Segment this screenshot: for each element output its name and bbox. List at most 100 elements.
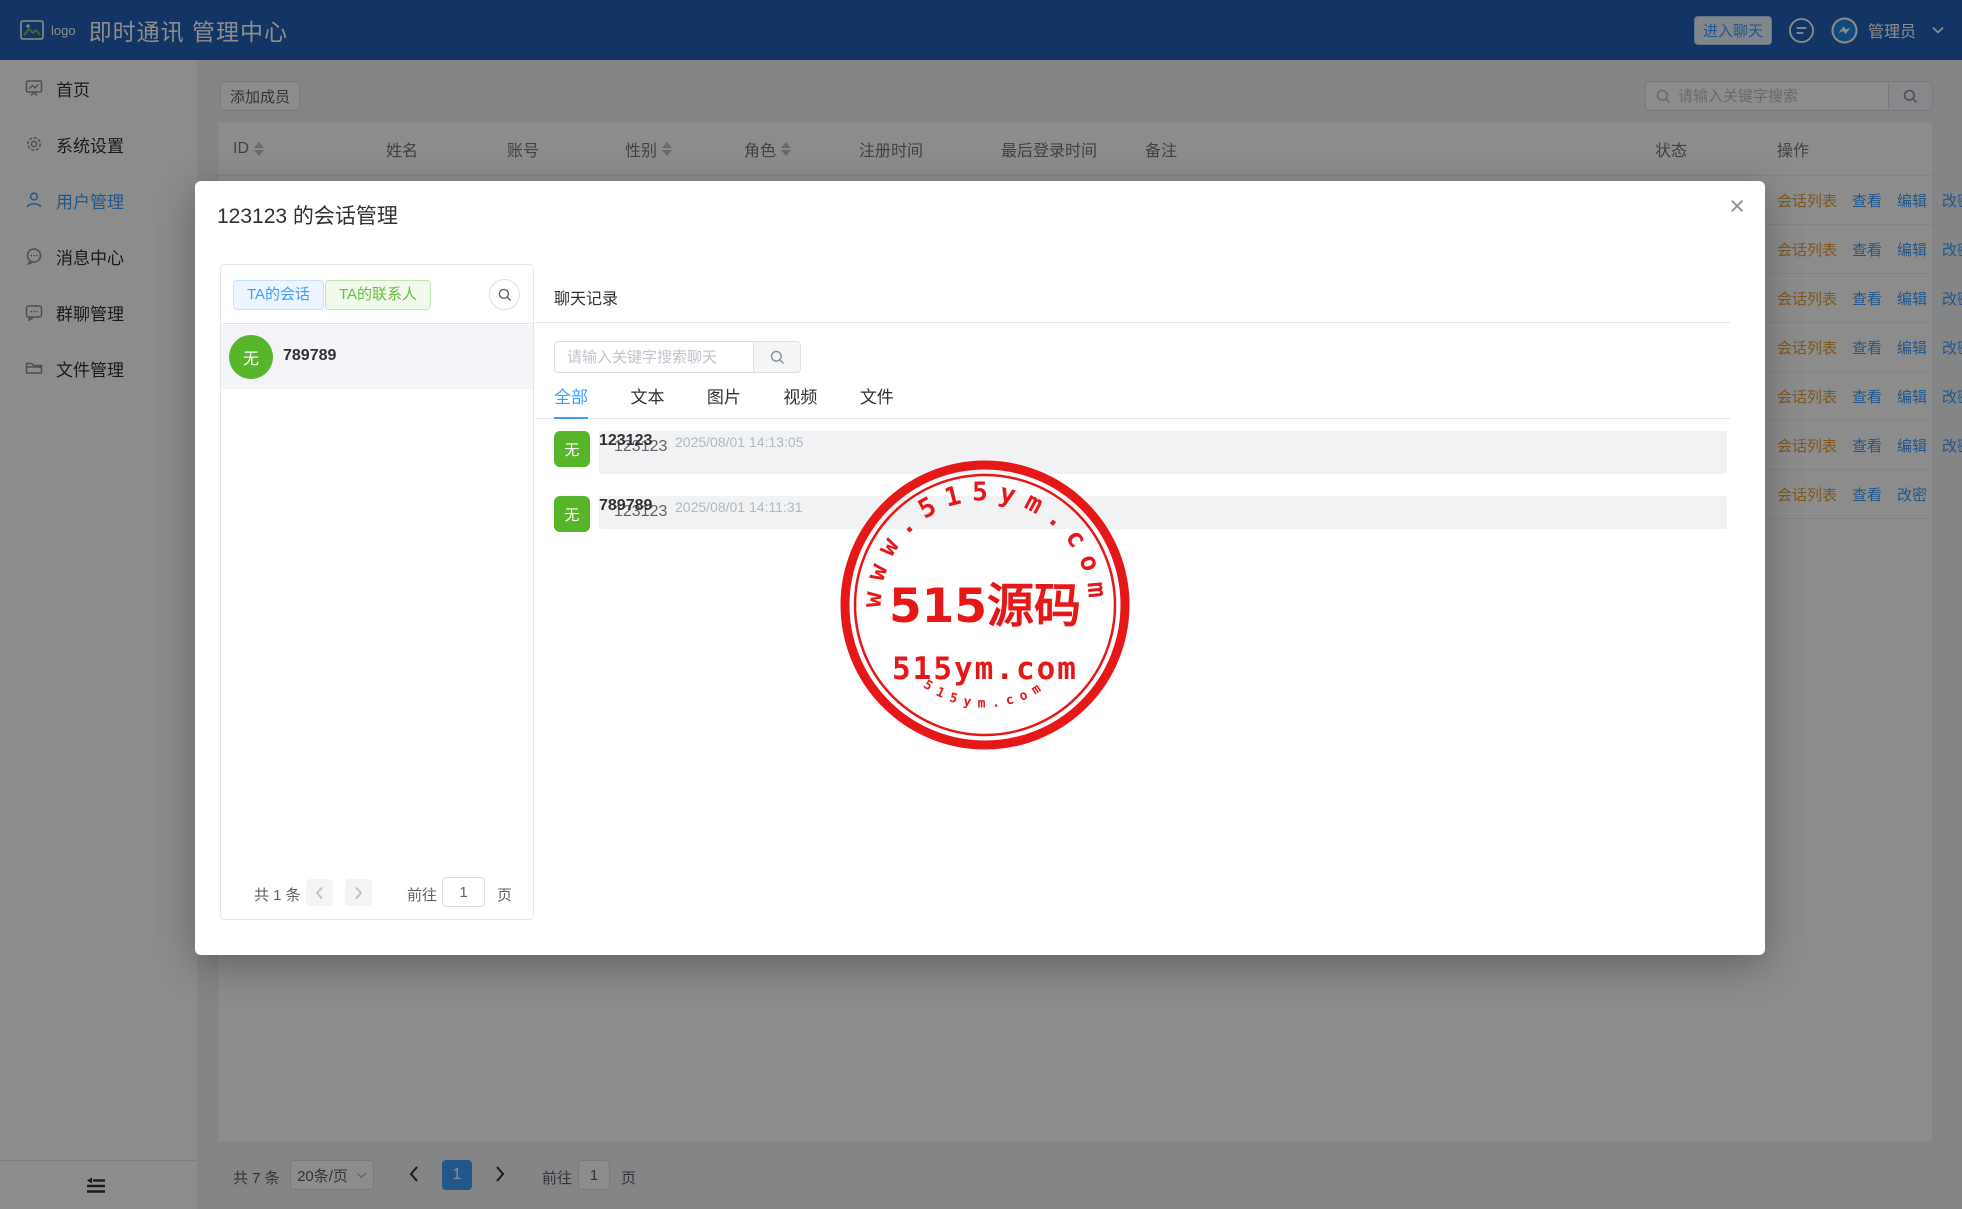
view-link[interactable]: 查看 <box>1852 193 1883 210</box>
close-icon[interactable]: × <box>1729 191 1745 221</box>
chat-search-input[interactable] <box>554 341 754 373</box>
sidebar-item-user-management[interactable]: 用户管理 <box>0 172 197 228</box>
admin-name[interactable]: 管理员 <box>1867 24 1916 41</box>
change-password-link[interactable]: 改密 <box>1942 291 1962 308</box>
sort-icon[interactable] <box>254 142 264 156</box>
edit-link[interactable]: 编辑 <box>1897 291 1928 308</box>
sidebar-item-message-center[interactable]: 消息中心 <box>0 228 197 284</box>
prev-page-icon[interactable] <box>408 1164 420 1184</box>
chevron-down-icon[interactable] <box>1932 26 1944 34</box>
next-page-icon[interactable] <box>494 1164 506 1184</box>
goto-page-input[interactable] <box>578 1160 610 1190</box>
tab-video[interactable]: 视频 <box>783 388 818 407</box>
view-link[interactable]: 查看 <box>1852 389 1883 406</box>
member-search-input[interactable] <box>1678 87 1878 105</box>
chevron-right-icon <box>355 886 363 899</box>
page-unit-label: 页 <box>497 887 513 904</box>
view-link[interactable]: 查看 <box>1852 438 1883 455</box>
edit-link[interactable]: 编辑 <box>1897 389 1928 406</box>
brand: logo 即时通讯 管理中心 <box>20 0 288 60</box>
column-header-name: 姓名 <box>386 143 419 160</box>
sidebar-item-group-chat[interactable]: 群聊管理 <box>0 284 197 340</box>
sidebar-item-file-management[interactable]: 文件管理 <box>0 340 197 396</box>
page-size-select[interactable]: 20条/页 <box>290 1160 374 1190</box>
left-panel-header: TA的会话 TA的联系人 <box>221 265 533 324</box>
admin-avatar[interactable] <box>1831 17 1858 44</box>
sidebar-item-label: 用户管理 <box>56 192 124 212</box>
enter-chat-button[interactable]: 进入聊天 <box>1693 15 1772 45</box>
message-list: 无 123123 2025/08/01 14:13:05 123123 无 78… <box>554 431 1727 551</box>
tab-his-sessions[interactable]: TA的会话 <box>233 280 325 310</box>
session-list-link[interactable]: 会话列表 <box>1777 291 1838 308</box>
sidebar-item-label: 消息中心 <box>56 248 124 268</box>
column-header-register-time: 注册时间 <box>859 143 924 160</box>
edit-link[interactable]: 编辑 <box>1897 193 1928 210</box>
sidebar-item-label: 文件管理 <box>56 360 124 380</box>
contact-search-button[interactable] <box>489 279 520 310</box>
session-list-link[interactable]: 会话列表 <box>1777 242 1838 259</box>
chat-search-button[interactable] <box>754 341 801 373</box>
member-search-field[interactable] <box>1645 81 1889 111</box>
logo-alt-text: logo <box>51 22 76 38</box>
view-link[interactable]: 查看 <box>1852 487 1883 504</box>
column-header-remark: 备注 <box>1145 143 1178 160</box>
session-list-link[interactable]: 会话列表 <box>1777 340 1838 357</box>
column-header-id[interactable]: ID <box>233 122 264 176</box>
chat-bubble-icon[interactable] <box>1788 17 1815 44</box>
page-number-button[interactable]: 1 <box>442 1160 472 1190</box>
sort-icon[interactable] <box>781 142 792 156</box>
edit-link[interactable]: 编辑 <box>1897 340 1928 357</box>
tab-file[interactable]: 文件 <box>859 388 894 407</box>
tab-image[interactable]: 图片 <box>706 388 741 407</box>
total-count: 共 1 条 <box>254 887 301 904</box>
session-list-link[interactable]: 会话列表 <box>1777 438 1838 455</box>
app-title: 即时通讯 管理中心 <box>88 19 288 45</box>
search-icon <box>1903 89 1918 103</box>
change-password-link[interactable]: 改密 <box>1897 487 1928 504</box>
next-page-button[interactable] <box>345 879 372 906</box>
tab-all[interactable]: 全部 <box>554 383 588 419</box>
session-list-link[interactable]: 会话列表 <box>1777 389 1838 406</box>
sort-icon[interactable] <box>662 142 673 156</box>
sidebar-item-system-settings[interactable]: 系统设置 <box>0 116 197 172</box>
change-password-link[interactable]: 改密 <box>1942 389 1962 406</box>
tab-his-contacts[interactable]: TA的联系人 <box>325 280 432 310</box>
column-header-actions: 操作 <box>1777 143 1810 160</box>
member-search-button[interactable] <box>1889 81 1933 111</box>
edit-link[interactable]: 编辑 <box>1897 438 1928 455</box>
session-list-link[interactable]: 会话列表 <box>1777 193 1838 210</box>
view-link[interactable]: 查看 <box>1852 242 1883 259</box>
main-pagination: 共 7 条 20条/页 1 前往 页 <box>197 1160 1962 1190</box>
total-count: 共 7 条 <box>233 1170 280 1187</box>
avatar: 无 <box>229 335 273 379</box>
chat-log-panel: 聊天记录 全部 文本 图片 视频 文件 无 123123 2025/08/01 … <box>535 264 1730 920</box>
dialog-title: 123123 的会话管理 <box>217 205 398 228</box>
list-item-contact[interactable]: 无 789789 <box>221 325 533 389</box>
column-header-role[interactable]: 角色 <box>744 122 792 176</box>
prev-page-button[interactable] <box>306 879 333 906</box>
tab-text[interactable]: 文本 <box>630 388 665 407</box>
contact-name: 789789 <box>283 347 337 364</box>
change-password-link[interactable]: 改密 <box>1942 193 1962 210</box>
group-chat-icon <box>25 305 43 321</box>
topbar: logo 即时通讯 管理中心 进入聊天 管理员 <box>0 0 1962 60</box>
view-link[interactable]: 查看 <box>1852 340 1883 357</box>
sidebar-item-label: 群聊管理 <box>56 304 124 324</box>
view-link[interactable]: 查看 <box>1852 291 1883 308</box>
broken-logo-icon <box>20 20 44 40</box>
table-header-row: ID 姓名 账号 性别 角色 注册时间 最后登录时间 备注 状态 操作 <box>218 122 1932 176</box>
chevron-left-icon <box>315 886 323 899</box>
change-password-link[interactable]: 改密 <box>1942 438 1962 455</box>
goto-page-input[interactable] <box>442 877 485 907</box>
session-list-link[interactable]: 会话列表 <box>1777 487 1838 504</box>
column-header-gender[interactable]: 性别 <box>625 122 673 176</box>
avatar: 无 <box>554 496 590 532</box>
sidebar: 首页 系统设置 用户管理 消息中心 群聊管理 <box>0 60 197 1209</box>
sidebar-item-home[interactable]: 首页 <box>0 60 197 116</box>
collapse-sidebar-icon[interactable] <box>84 1173 108 1197</box>
column-header-status: 状态 <box>1655 143 1688 160</box>
change-password-link[interactable]: 改密 <box>1942 340 1962 357</box>
change-password-link[interactable]: 改密 <box>1942 242 1962 259</box>
edit-link[interactable]: 编辑 <box>1897 242 1928 259</box>
add-member-button[interactable]: 添加成员 <box>220 81 300 111</box>
